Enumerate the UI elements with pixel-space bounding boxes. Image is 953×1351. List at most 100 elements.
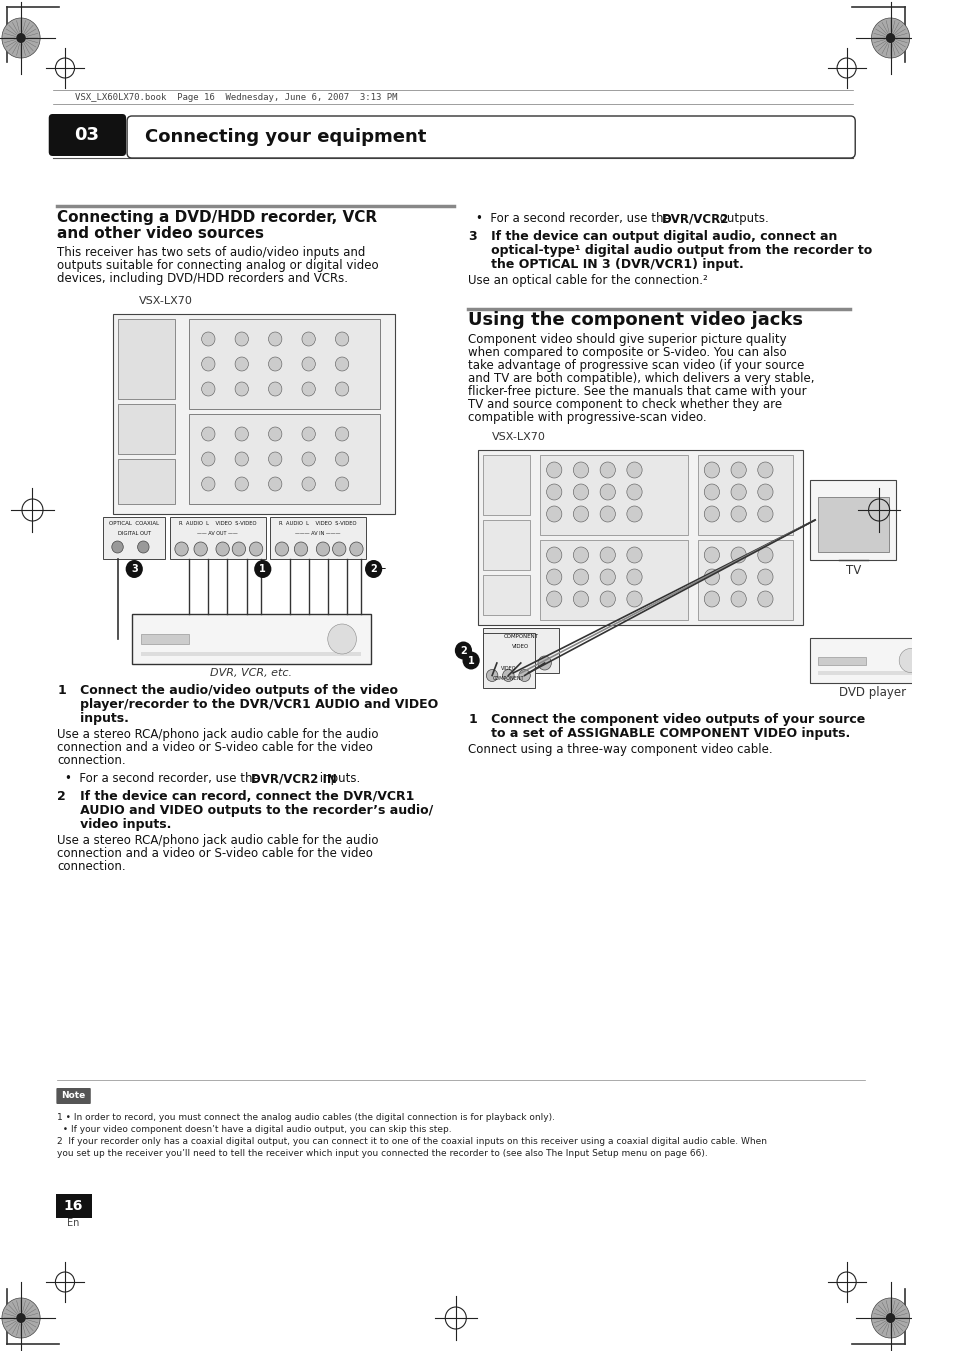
Bar bbox=[132, 613, 371, 663]
Text: •  For a second recorder, use the: • For a second recorder, use the bbox=[65, 771, 263, 785]
Circle shape bbox=[137, 540, 149, 553]
Circle shape bbox=[703, 507, 719, 521]
Circle shape bbox=[703, 547, 719, 563]
Text: COMPONENT: COMPONENT bbox=[493, 676, 524, 681]
Text: DVR/VCR2 IN: DVR/VCR2 IN bbox=[251, 771, 336, 785]
Circle shape bbox=[599, 484, 615, 500]
Circle shape bbox=[703, 484, 719, 500]
Text: inputs.: inputs. bbox=[67, 712, 129, 725]
Circle shape bbox=[599, 462, 615, 478]
Text: VSX_LX60LX70.book  Page 16  Wednesday, June 6, 2007  3:13 PM: VSX_LX60LX70.book Page 16 Wednesday, Jun… bbox=[74, 92, 396, 101]
Text: connection.: connection. bbox=[57, 861, 126, 873]
Bar bbox=[112, 313, 395, 513]
Bar bbox=[539, 540, 687, 620]
Circle shape bbox=[757, 484, 772, 500]
Circle shape bbox=[302, 357, 315, 372]
Bar bbox=[482, 576, 530, 615]
Circle shape bbox=[274, 542, 288, 557]
Text: 16: 16 bbox=[64, 1198, 83, 1213]
Circle shape bbox=[215, 542, 229, 557]
Bar bbox=[697, 540, 792, 620]
Text: take advantage of progressive scan video (if your source: take advantage of progressive scan video… bbox=[468, 359, 803, 372]
Circle shape bbox=[16, 32, 26, 43]
Circle shape bbox=[249, 542, 262, 557]
Circle shape bbox=[703, 590, 719, 607]
Text: flicker-free picture. See the manuals that came with your: flicker-free picture. See the manuals th… bbox=[468, 385, 806, 399]
Circle shape bbox=[201, 332, 214, 346]
Circle shape bbox=[234, 332, 248, 346]
Text: you set up the receiver you’ll need to tell the receiver which input you connect: you set up the receiver you’ll need to t… bbox=[57, 1148, 707, 1158]
Bar bbox=[817, 657, 864, 665]
Circle shape bbox=[626, 484, 641, 500]
Text: and TV are both compatible), which delivers a very stable,: and TV are both compatible), which deliv… bbox=[468, 372, 814, 385]
Circle shape bbox=[573, 507, 588, 521]
Text: devices, including DVD/HDD recorders and VCRs.: devices, including DVD/HDD recorders and… bbox=[57, 272, 348, 285]
Text: DVR, VCR, etc.: DVR, VCR, etc. bbox=[210, 667, 292, 678]
Circle shape bbox=[546, 462, 561, 478]
Circle shape bbox=[232, 542, 245, 557]
Text: player/recorder to the DVR/VCR1 AUDIO and VIDEO: player/recorder to the DVR/VCR1 AUDIO an… bbox=[67, 698, 437, 711]
Circle shape bbox=[757, 569, 772, 585]
Text: AUDIO and VIDEO outputs to the recorder’s audio/: AUDIO and VIDEO outputs to the recorder’… bbox=[67, 804, 433, 817]
Circle shape bbox=[486, 670, 497, 681]
Circle shape bbox=[328, 624, 356, 654]
Circle shape bbox=[302, 382, 315, 396]
Text: compatible with progressive-scan video.: compatible with progressive-scan video. bbox=[468, 411, 706, 424]
Text: 3: 3 bbox=[131, 563, 137, 574]
Text: TV: TV bbox=[844, 563, 860, 577]
Circle shape bbox=[201, 453, 214, 466]
Bar bbox=[170, 517, 265, 559]
Circle shape bbox=[462, 651, 479, 670]
Text: 2  If your recorder only has a coaxial digital output, you can connect it to one: 2 If your recorder only has a coaxial di… bbox=[57, 1138, 766, 1146]
Text: 1: 1 bbox=[468, 713, 476, 725]
Text: and other video sources: and other video sources bbox=[57, 226, 264, 240]
Text: If the device can record, connect the DVR/VCR1: If the device can record, connect the DV… bbox=[67, 790, 414, 802]
Text: 2: 2 bbox=[370, 563, 376, 574]
Circle shape bbox=[268, 382, 281, 396]
Circle shape bbox=[757, 547, 772, 563]
Circle shape bbox=[730, 590, 745, 607]
Circle shape bbox=[302, 427, 315, 440]
FancyBboxPatch shape bbox=[127, 116, 854, 158]
Circle shape bbox=[757, 507, 772, 521]
FancyBboxPatch shape bbox=[56, 1194, 91, 1219]
Text: 2: 2 bbox=[459, 646, 466, 655]
Circle shape bbox=[502, 670, 514, 681]
Circle shape bbox=[757, 462, 772, 478]
Text: VSX-LX70: VSX-LX70 bbox=[138, 296, 193, 305]
Circle shape bbox=[546, 507, 561, 521]
Text: •  For a second recorder, use the: • For a second recorder, use the bbox=[476, 212, 674, 226]
Bar bbox=[809, 638, 934, 684]
Text: 1 • In order to record, you must connect the analog audio cables (the digital co: 1 • In order to record, you must connect… bbox=[57, 1113, 555, 1121]
Text: 2: 2 bbox=[57, 790, 66, 802]
Circle shape bbox=[626, 547, 641, 563]
Text: the OPTICAL IN 3 (DVR/VCR1) input.: the OPTICAL IN 3 (DVR/VCR1) input. bbox=[477, 258, 742, 272]
Text: connection and a video or S-video cable for the video: connection and a video or S-video cable … bbox=[57, 847, 373, 861]
Circle shape bbox=[885, 32, 895, 43]
Text: 3: 3 bbox=[468, 230, 476, 243]
Text: En: En bbox=[68, 1219, 80, 1228]
Circle shape bbox=[703, 569, 719, 585]
Circle shape bbox=[201, 477, 214, 490]
Bar bbox=[539, 455, 687, 535]
Circle shape bbox=[514, 657, 527, 670]
Circle shape bbox=[234, 382, 248, 396]
Text: Use an optical cable for the connection.²: Use an optical cable for the connection.… bbox=[468, 274, 707, 286]
Bar bbox=[482, 520, 530, 570]
Circle shape bbox=[335, 477, 349, 490]
Circle shape bbox=[599, 547, 615, 563]
Text: Connecting your equipment: Connecting your equipment bbox=[145, 128, 426, 146]
Bar bbox=[482, 634, 535, 688]
Circle shape bbox=[626, 569, 641, 585]
Text: Connect the audio/video outputs of the video: Connect the audio/video outputs of the v… bbox=[67, 684, 397, 697]
Circle shape bbox=[268, 477, 281, 490]
Bar bbox=[482, 628, 558, 673]
Bar bbox=[817, 497, 888, 553]
Text: Use a stereo RCA/phono jack audio cable for the audio: Use a stereo RCA/phono jack audio cable … bbox=[57, 728, 378, 740]
Circle shape bbox=[730, 507, 745, 521]
Bar bbox=[189, 319, 380, 409]
Text: DVR/VCR2: DVR/VCR2 bbox=[661, 212, 729, 226]
Bar bbox=[270, 517, 366, 559]
Circle shape bbox=[268, 453, 281, 466]
Text: connection.: connection. bbox=[57, 754, 126, 767]
